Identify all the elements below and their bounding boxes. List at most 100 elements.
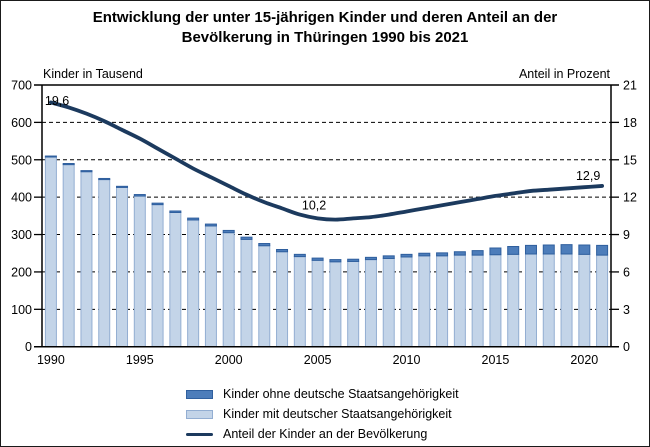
- bar-ohne-2010: [400, 253, 413, 258]
- annotation-end-value: 12,9: [576, 169, 600, 183]
- bar-mit-2003: [276, 251, 289, 348]
- bar-ohne-1993: [98, 177, 111, 181]
- bar-mit-1998: [187, 219, 200, 348]
- axis-x-tick-label: 2020: [570, 353, 598, 367]
- axis-left-tick-label: 300: [11, 228, 32, 242]
- bar-mit-2001: [240, 238, 253, 348]
- axis-left-tick-label: 500: [11, 153, 32, 167]
- legend-swatch-mit-icon: [186, 409, 213, 419]
- bar-ohne-2000: [222, 229, 235, 234]
- axis-x-tick-label: 1995: [126, 353, 154, 367]
- axis-right-tick-label: 18: [623, 116, 637, 130]
- bar-ohne-2007: [347, 258, 360, 262]
- axis-right-tick-label: 6: [623, 265, 630, 279]
- bar-ohne-1992: [80, 170, 93, 173]
- bar-mit-2014: [471, 254, 484, 348]
- bar-ohne-1995: [133, 194, 146, 197]
- bar-mit-2009: [382, 257, 395, 348]
- axis-right-tick-label: 0: [623, 340, 630, 354]
- annotation-min-value: 10,2: [302, 199, 326, 213]
- bar-mit-2007: [347, 260, 360, 348]
- bar-mit-1994: [116, 186, 129, 348]
- axis-x-tick-label: 1990: [37, 353, 65, 367]
- chart-title: Entwicklung der unter 15-jährigen Kinder…: [1, 8, 649, 48]
- axis-x-tick-label: 2015: [482, 353, 510, 367]
- bar-ohne-2009: [382, 255, 395, 259]
- bar-mit-2011: [418, 255, 431, 348]
- bar-mit-1995: [133, 195, 146, 348]
- right-axis-title: Anteil in Prozent: [519, 67, 611, 81]
- bar-ohne-2013: [453, 251, 466, 256]
- bar-ohne-2006: [329, 259, 342, 263]
- chart-title-line2: Bevölkerung in Thüringen 1990 bis 2021: [181, 29, 469, 46]
- axis-left-tick-label: 100: [11, 303, 32, 317]
- axis-left-tick-label: 700: [11, 79, 32, 93]
- bar-mit-2018: [542, 253, 555, 348]
- bar-ohne-2014: [471, 250, 484, 256]
- bar-ohne-1994: [116, 185, 129, 188]
- axis-right-tick-label: 15: [623, 153, 637, 167]
- legend-item-mit: Kinder mit deutscher Staatsangehörigkeit: [186, 404, 459, 424]
- legend-item-anteil: Anteil der Kinder an der Bevölkerung: [186, 424, 459, 444]
- bar-ohne-1997: [169, 210, 182, 213]
- bar-ohne-2015: [489, 247, 502, 256]
- axis-right-tick-label: 3: [623, 303, 630, 317]
- bar-mit-1993: [98, 179, 111, 348]
- bar-ohne-2011: [418, 252, 431, 257]
- bar-ohne-2003: [276, 248, 289, 253]
- bar-ohne-2005: [311, 257, 324, 261]
- bar-ohne-1990: [44, 155, 57, 158]
- axis-left-tick-label: 600: [11, 116, 32, 130]
- bar-mit-1992: [80, 171, 93, 348]
- bar-mit-2021: [596, 254, 609, 348]
- bar-ohne-2008: [364, 256, 377, 261]
- bar-mit-2005: [311, 259, 324, 348]
- bar-mit-1997: [169, 211, 182, 348]
- bar-ohne-2017: [524, 244, 537, 255]
- bar-ohne-2019: [560, 244, 573, 255]
- bar-ohne-2012: [436, 252, 449, 257]
- axis-right-tick-label: 12: [623, 191, 637, 205]
- axis-x-tick-label: 2010: [393, 353, 421, 367]
- axis-left-tick-label: 400: [11, 191, 32, 205]
- bar-mit-2010: [400, 256, 413, 348]
- bar-ohne-2004: [293, 253, 306, 258]
- bar-mit-2015: [489, 254, 502, 348]
- bar-mit-2020: [578, 253, 591, 348]
- bar-ohne-2016: [507, 246, 520, 255]
- bar-mit-2017: [524, 253, 537, 348]
- legend-item-ohne: Kinder ohne deutsche Staatsangehörigkeit: [186, 384, 459, 404]
- bar-mit-2019: [560, 253, 573, 348]
- bar-mit-2013: [453, 254, 466, 348]
- bar-ohne-2001: [240, 236, 253, 240]
- legend-label-anteil: Anteil der Kinder an der Bevölkerung: [223, 427, 428, 441]
- left-axis-title: Kinder in Tausend: [43, 67, 143, 81]
- anteil-line: [48, 100, 605, 222]
- bar-mit-2000: [222, 232, 235, 348]
- bar-mit-2016: [507, 253, 520, 348]
- legend-label-mit: Kinder mit deutscher Staatsangehörigkeit: [223, 407, 452, 421]
- bar-mit-2008: [364, 259, 377, 348]
- bar-ohne-2002: [258, 243, 271, 247]
- bar-mit-2004: [293, 256, 306, 348]
- axis-right-tick-label: 9: [623, 228, 630, 242]
- legend-swatch-ohne-icon: [186, 389, 213, 399]
- legend-label-ohne: Kinder ohne deutsche Staatsangehörigkeit: [223, 387, 459, 401]
- chart-title-line1: Entwicklung der unter 15-jährigen Kinder…: [92, 9, 558, 26]
- axis-x-tick-label: 2005: [304, 353, 332, 367]
- bar-mit-1991: [62, 164, 75, 348]
- bar-ohne-1999: [204, 223, 217, 227]
- bar-ohne-1996: [151, 202, 164, 206]
- axis-left-tick-label: 200: [11, 265, 32, 279]
- bar-mit-1990: [44, 156, 57, 348]
- axis-left-tick-label: 0: [25, 340, 32, 354]
- bar-mit-2012: [436, 255, 449, 348]
- bar-mit-1996: [151, 204, 164, 348]
- bar-ohne-2020: [578, 244, 591, 255]
- bar-ohne-2021: [596, 244, 609, 256]
- legend: Kinder ohne deutsche Staatsangehörigkeit…: [186, 384, 459, 444]
- bar-mit-1999: [204, 225, 217, 348]
- annotation-start-value: 19,6: [45, 94, 69, 108]
